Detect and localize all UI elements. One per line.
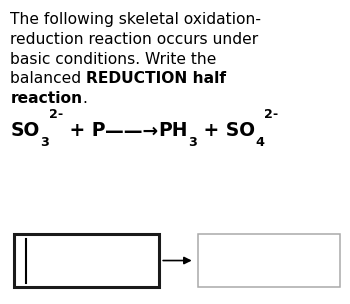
Text: ——→: ——→: [105, 121, 159, 140]
Text: PH: PH: [159, 121, 188, 140]
Text: 4: 4: [255, 136, 264, 149]
Text: balanced: balanced: [10, 71, 86, 86]
Text: + SO: + SO: [197, 121, 255, 140]
Text: 3: 3: [40, 136, 49, 149]
Bar: [14, 234, 159, 287]
Text: 2-: 2-: [264, 108, 279, 120]
Text: 3: 3: [188, 136, 197, 149]
Text: reaction: reaction: [10, 91, 83, 106]
Text: + P: + P: [63, 121, 105, 140]
Text: REDUCTION half: REDUCTION half: [86, 71, 227, 86]
Bar: [198, 234, 340, 287]
Text: SO: SO: [10, 121, 40, 140]
Text: The following skeletal oxidation-: The following skeletal oxidation-: [10, 12, 261, 27]
Text: 2-: 2-: [49, 108, 63, 120]
Text: .: .: [83, 91, 88, 106]
Text: reduction reaction occurs under: reduction reaction occurs under: [10, 32, 259, 47]
Text: basic conditions. Write the: basic conditions. Write the: [10, 52, 217, 67]
